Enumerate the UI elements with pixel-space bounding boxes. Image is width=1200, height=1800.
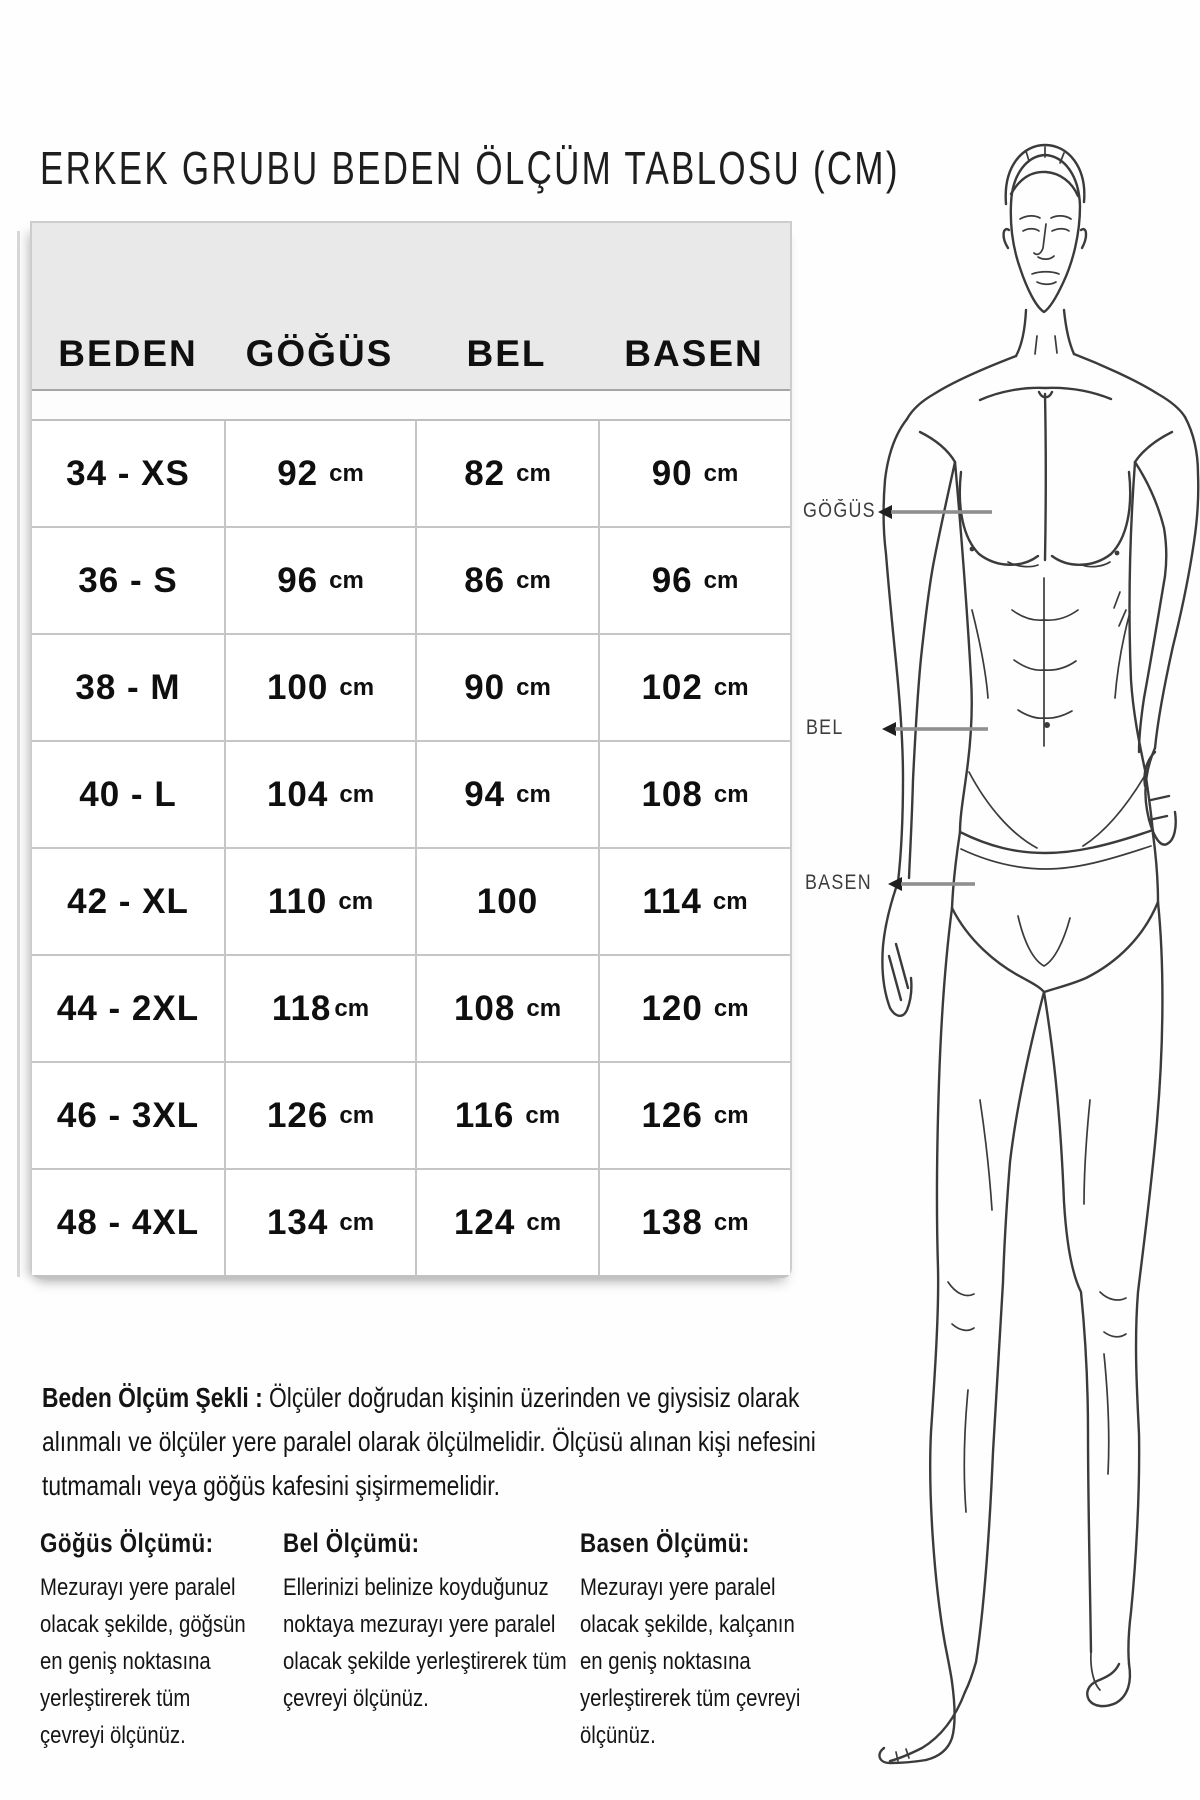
column-header-basen: BASEN xyxy=(624,333,764,374)
cell-waist: 90 cm xyxy=(415,635,598,740)
column-header-gogus: GÖĞÜS xyxy=(245,333,394,374)
table-row: 44 - 2XL 118 cm 108 cm 120 cm xyxy=(32,954,790,1061)
cell-waist: 100 xyxy=(415,849,598,954)
cell-waist: 94 cm xyxy=(415,742,598,847)
table-header-row: BEDEN GÖĞÜS BEL BASEN xyxy=(32,223,790,391)
basen-arrow-icon xyxy=(888,877,975,891)
section-body: Ellerinizi belinize koyduğunuz noktaya m… xyxy=(283,1574,567,1712)
cell-chest: 96 cm xyxy=(224,528,415,633)
table-header-divider xyxy=(32,391,790,421)
cell-size: 42 - XL xyxy=(67,881,189,921)
cell-chest: 110 cm xyxy=(224,849,415,954)
cell-hip: 108 cm xyxy=(598,742,790,847)
table-row: 40 - L 104 cm 94 cm 108 cm xyxy=(32,740,790,847)
cell-waist: 116 cm xyxy=(415,1063,598,1168)
section-body: Mezurayı yere paralel olacak şekilde, gö… xyxy=(40,1574,246,1749)
bel-arrow-icon xyxy=(882,722,988,736)
cell-size: 40 - L xyxy=(79,774,177,814)
table-body: 34 - XS 92 cm 82 cm 90 cm 36 - S 96 cm 86 cm … xyxy=(32,421,790,1275)
page-title: ERKEK GRUBU BEDEN ÖLÇÜM TABLOSU (CM) xyxy=(40,141,900,194)
cell-size: 44 - 2XL xyxy=(56,988,200,1028)
cell-waist: 82 cm xyxy=(415,421,598,526)
cell-size: 36 - S xyxy=(78,560,178,600)
cell-hip: 120 cm xyxy=(598,956,790,1061)
measurement-note: Beden Ölçüm Şekli : Ölçüler doğrudan kiş… xyxy=(42,1376,826,1508)
section-heading: Göğüs Ölçümü: xyxy=(40,1528,214,1558)
cell-hip: 126 cm xyxy=(598,1063,790,1168)
table-row: 34 - XS 92 cm 82 cm 90 cm xyxy=(32,421,790,526)
size-table: BEDEN GÖĞÜS BEL BASEN 34 - XS 92 cm 82 cm … xyxy=(17,221,792,1278)
section-bel-olcumu: Bel Ölçümü: Ellerinizi belinize koyduğun… xyxy=(283,1528,578,1717)
section-gogus-olcumu: Göğüs Ölçümü: Mezurayı yere paralel olac… xyxy=(40,1528,257,1754)
cell-chest: 100 cm xyxy=(224,635,415,740)
measurement-note-text: Ölçüler doğrudan kişinin üzerinden ve gi… xyxy=(42,1381,816,1501)
cell-waist: 108 cm xyxy=(415,956,598,1061)
cell-waist: 86 cm xyxy=(415,528,598,633)
cell-chest: 118 cm xyxy=(224,956,415,1061)
measurement-note-label: Beden Ölçüm Şekli : xyxy=(42,1381,263,1413)
column-header-bel: BEL xyxy=(466,333,547,374)
cell-chest: 104 cm xyxy=(224,742,415,847)
gogus-arrow-icon xyxy=(878,505,992,519)
cell-size: 46 - 3XL xyxy=(56,1095,200,1135)
cell-hip: 114 cm xyxy=(598,849,790,954)
section-heading: Bel Ölçümü: xyxy=(283,1528,420,1558)
column-header-beden: BEDEN xyxy=(58,333,198,374)
cell-hip: 138 cm xyxy=(598,1170,790,1275)
table-row: 36 - S 96 cm 86 cm 96 cm xyxy=(32,526,790,633)
cell-size: 38 - M xyxy=(75,667,181,707)
cell-chest: 126 cm xyxy=(224,1063,415,1168)
cell-hip: 90 cm xyxy=(598,421,790,526)
cell-size: 34 - XS xyxy=(66,453,190,493)
section-basen-olcumu: Basen Ölçümü: Mezurayı yere paralel olac… xyxy=(580,1528,822,1754)
table-row: 48 - 4XL 134 cm 124 cm 138 cm xyxy=(32,1168,790,1275)
bel-label: BEL xyxy=(806,716,844,739)
cell-chest: 134 cm xyxy=(224,1170,415,1275)
cell-chest: 92 cm xyxy=(224,421,415,526)
cell-hip: 102 cm xyxy=(598,635,790,740)
cell-size: 48 - 4XL xyxy=(56,1202,200,1242)
table-row: 46 - 3XL 126 cm 116 cm 126 cm xyxy=(32,1061,790,1168)
section-heading: Basen Ölçümü: xyxy=(580,1528,750,1558)
gogus-label: GÖĞÜS xyxy=(803,499,876,522)
male-figure-illustration xyxy=(878,143,1200,1765)
table-row: 42 - XL 110 cm 100 114 cm xyxy=(32,847,790,954)
cell-waist: 124 cm xyxy=(415,1170,598,1275)
section-body: Mezurayı yere paralel olacak şekilde, ka… xyxy=(580,1574,801,1749)
table-row: 38 - M 100 cm 90 cm 102 cm xyxy=(32,633,790,740)
basen-label: BASEN xyxy=(805,871,872,894)
cell-hip: 96 cm xyxy=(598,528,790,633)
